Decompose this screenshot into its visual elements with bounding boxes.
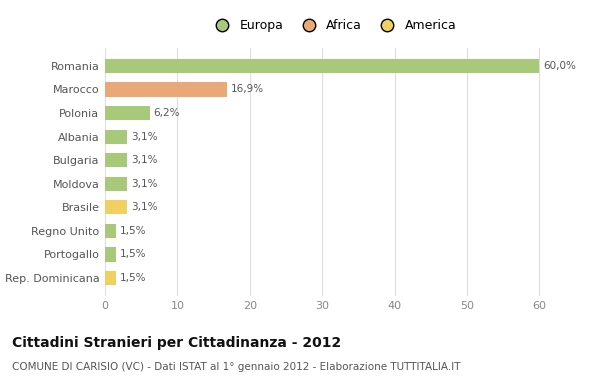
Bar [105, 82, 227, 97]
Text: 3,1%: 3,1% [131, 179, 158, 189]
Text: 16,9%: 16,9% [231, 84, 264, 95]
Text: 3,1%: 3,1% [131, 202, 158, 212]
Text: 1,5%: 1,5% [119, 226, 146, 236]
Text: 6,2%: 6,2% [154, 108, 180, 118]
Bar [105, 59, 539, 73]
Text: 3,1%: 3,1% [131, 155, 158, 165]
Text: 60,0%: 60,0% [543, 61, 576, 71]
Bar [105, 247, 116, 261]
Bar [105, 224, 116, 238]
Text: COMUNE DI CARISIO (VC) - Dati ISTAT al 1° gennaio 2012 - Elaborazione TUTTITALIA: COMUNE DI CARISIO (VC) - Dati ISTAT al 1… [12, 362, 461, 372]
Bar [105, 271, 116, 285]
Text: 1,5%: 1,5% [119, 273, 146, 283]
Legend: Europa, Africa, America: Europa, Africa, America [205, 14, 461, 37]
Bar [105, 200, 127, 214]
Bar [105, 153, 127, 167]
Text: Cittadini Stranieri per Cittadinanza - 2012: Cittadini Stranieri per Cittadinanza - 2… [12, 336, 341, 350]
Bar [105, 130, 127, 144]
Text: 1,5%: 1,5% [119, 249, 146, 260]
Bar [105, 106, 150, 120]
Bar [105, 177, 127, 191]
Text: 3,1%: 3,1% [131, 131, 158, 142]
